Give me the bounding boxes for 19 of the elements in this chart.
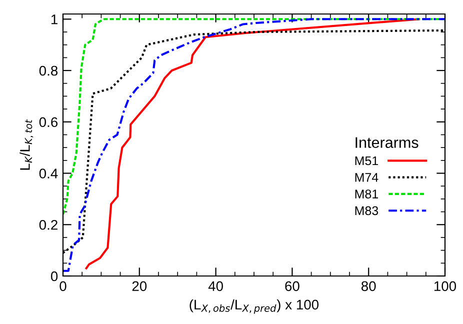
y-axis-title: L$_{K}$/L$_{K,tot}$ — [20, 119, 34, 170]
y-tick-label: 0 — [50, 271, 58, 282]
y-tick-label: 1 — [51, 14, 58, 24]
legend-label: M74 — [355, 173, 378, 182]
x-tick-label: 100 — [434, 281, 456, 292]
legend-label: M83 — [355, 206, 378, 216]
x-tick-label: 40 — [208, 281, 223, 292]
legend-label: M81 — [355, 190, 378, 198]
y-tick-label: 0.8 — [39, 66, 58, 76]
x-tick-label: 20 — [132, 281, 147, 292]
x-tick-label: 80 — [361, 281, 376, 292]
y-tick-label: 0.2 — [39, 220, 58, 230]
x-axis-title: (L$_{X,obs}$/L$_{X,pred}$) x 100 — [190, 299, 319, 314]
legend-label: M51 — [355, 156, 378, 166]
legend-title: Interarms — [356, 137, 418, 148]
y-tick-label: 0.4 — [39, 168, 58, 178]
x-tick-label: 60 — [285, 281, 300, 292]
x-tick-label: 0 — [60, 281, 66, 292]
y-tick-label: 0.6 — [39, 117, 58, 128]
